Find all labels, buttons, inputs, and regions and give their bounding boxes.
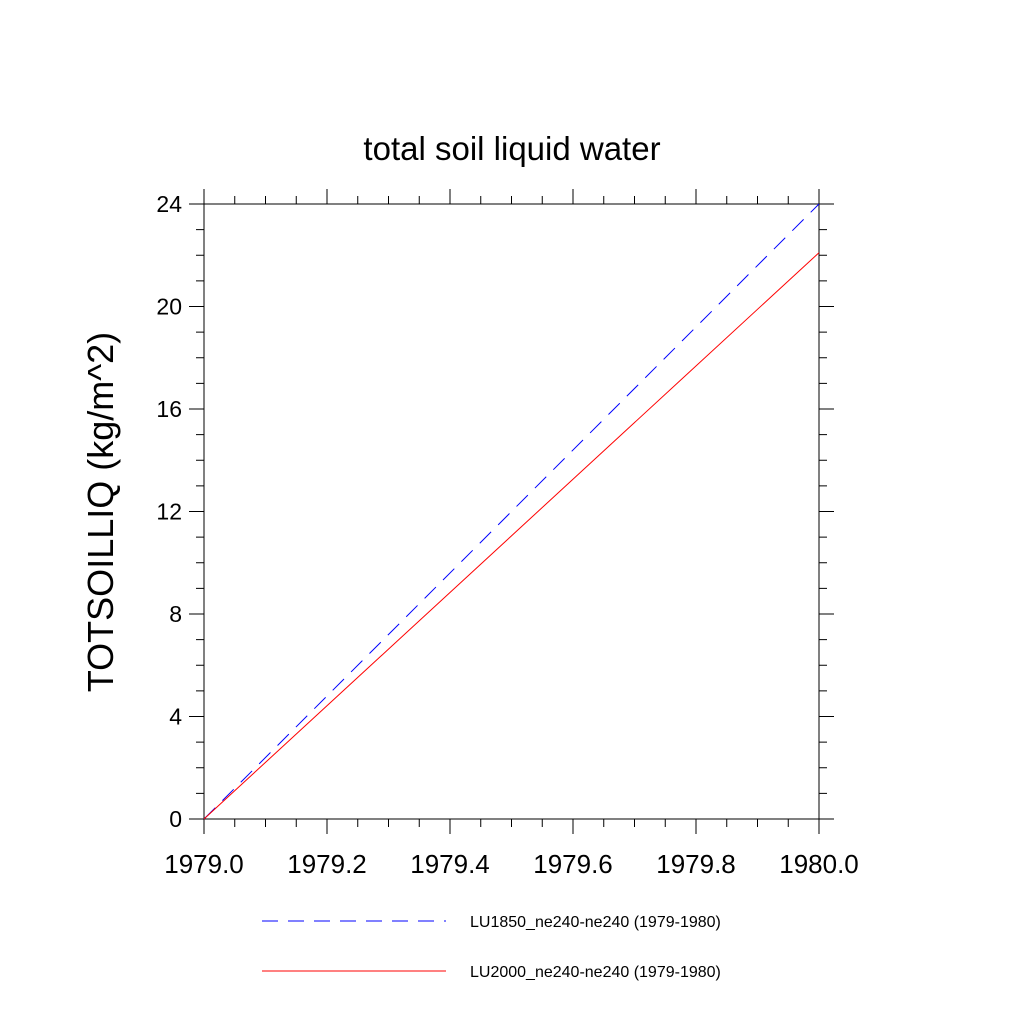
legend-label-2: LU2000_ne240-ne240 (1979-1980): [470, 964, 721, 981]
x-tick-label: 1979.4: [410, 849, 490, 879]
y-tick-label: 20: [156, 294, 182, 320]
series-line-1: [203, 203, 820, 820]
y-tick-label: 8: [169, 601, 182, 627]
x-tick-label: 1979.0: [164, 849, 244, 879]
x-tick-label: 1979.2: [287, 849, 367, 879]
x-tick-label: 1980.0: [779, 849, 859, 879]
legend-label-1: LU1850_ne240-ne240 (1979-1980): [470, 914, 721, 931]
y-axis-label: TOTSOILLIQ (kg/m^2): [80, 332, 121, 692]
y-tick-label: 24: [156, 191, 182, 217]
y-tick-label: 4: [169, 704, 182, 730]
chart-title: total soil liquid water: [363, 130, 660, 167]
y-tick-label: 16: [156, 396, 182, 422]
series-line-2: [203, 252, 820, 820]
y-tick-label: 0: [169, 806, 182, 832]
x-tick-label: 1979.8: [656, 849, 736, 879]
x-tick-label: 1979.6: [533, 849, 613, 879]
y-tick-label: 12: [156, 499, 182, 525]
